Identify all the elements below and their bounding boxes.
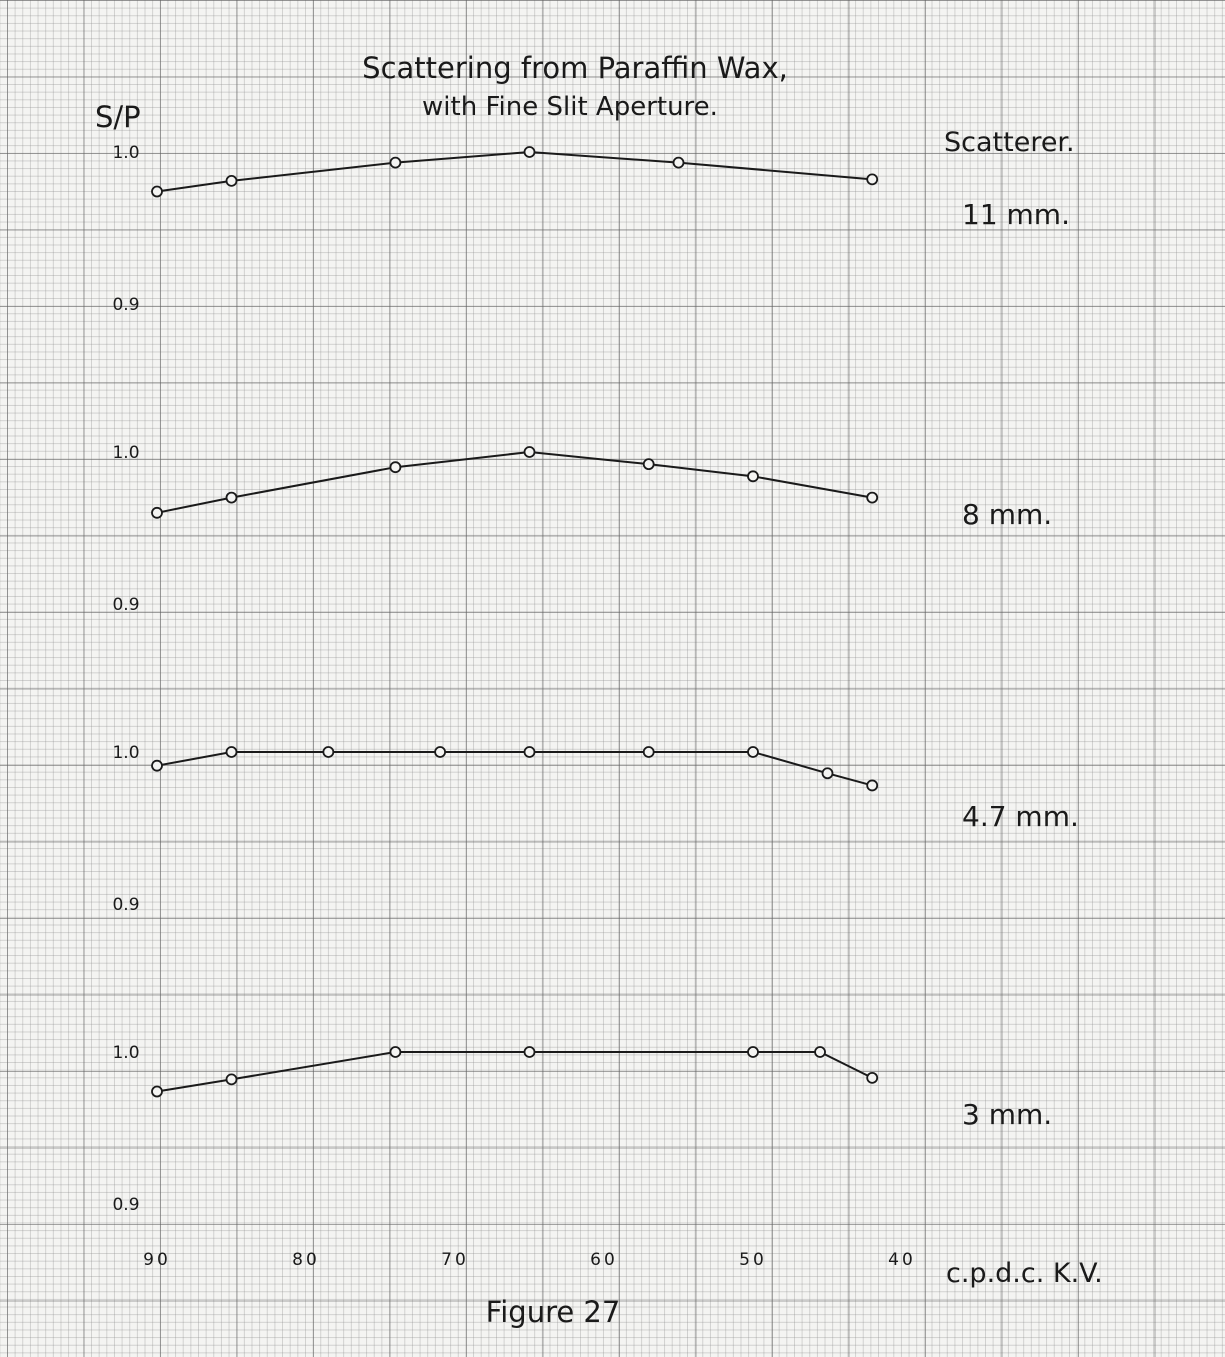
y-tick-label: 0.9	[112, 895, 139, 915]
data-point	[152, 1087, 162, 1097]
data-point	[748, 747, 758, 757]
panel-1: 1.0 0.9 11 mm.	[112, 143, 1070, 315]
data-point	[644, 747, 654, 757]
series-line	[157, 752, 872, 785]
panel-4: 1.0 0.9 3 mm.	[112, 1043, 1052, 1215]
data-point	[525, 1047, 535, 1057]
series-label: 11 mm.	[962, 198, 1070, 231]
x-tick-label: 90	[143, 1250, 171, 1270]
data-point	[867, 780, 877, 790]
data-point	[390, 1047, 400, 1057]
data-point	[525, 447, 535, 457]
chart-subtitle: with Fine Slit Aperture.	[422, 92, 718, 122]
x-axis-label: c.p.d.c. K.V.	[946, 1258, 1103, 1289]
x-tick-label: 40	[888, 1250, 916, 1270]
data-point	[525, 147, 535, 157]
series-line	[157, 1052, 872, 1092]
y-tick-label: 0.9	[112, 295, 139, 315]
data-point	[323, 747, 333, 757]
data-point	[748, 1047, 758, 1057]
data-point	[152, 508, 162, 518]
data-point	[152, 187, 162, 197]
data-point	[867, 1073, 877, 1083]
panel-2: 1.0 0.9 8 mm.	[112, 443, 1052, 615]
data-point	[227, 493, 237, 503]
series-label: 8 mm.	[962, 498, 1052, 531]
data-point	[644, 459, 654, 469]
data-point	[867, 493, 877, 503]
data-point	[227, 747, 237, 757]
x-tick-label: 80	[292, 1250, 320, 1270]
data-point	[525, 747, 535, 757]
legend-title: Scatterer.	[944, 127, 1075, 158]
data-point	[227, 176, 237, 186]
y-tick-label: 1.0	[112, 143, 139, 163]
data-point	[748, 471, 758, 481]
data-point	[152, 761, 162, 771]
y-tick-label: 1.0	[112, 743, 139, 763]
x-axis-ticks: 90 80 70 60 50 40	[143, 1250, 916, 1270]
data-point	[227, 1074, 237, 1084]
chart-panels: 1.0 0.9 11 mm. 1.0 0.9 8 mm. 1.0 0.9 4.7 mm. 1.0 0…	[112, 143, 1078, 1215]
series-label: 3 mm.	[962, 1098, 1052, 1131]
y-tick-label: 0.9	[112, 1195, 139, 1215]
data-point	[390, 462, 400, 472]
y-tick-label: 1.0	[112, 443, 139, 463]
series-line	[157, 152, 872, 192]
data-point	[390, 158, 400, 168]
figure-caption: Figure 27	[486, 1295, 621, 1329]
data-point	[815, 1047, 825, 1057]
series-label: 4.7 mm.	[962, 800, 1079, 833]
data-point	[674, 158, 684, 168]
panel-3: 1.0 0.9 4.7 mm.	[112, 743, 1078, 915]
data-point	[823, 768, 833, 778]
y-tick-label: 0.9	[112, 595, 139, 615]
data-point	[867, 174, 877, 184]
series-line	[157, 452, 872, 513]
x-tick-label: 70	[441, 1250, 469, 1270]
y-tick-label: 1.0	[112, 1043, 139, 1063]
x-tick-label: 50	[739, 1250, 767, 1270]
chart-title: Scattering from Paraffin Wax,	[362, 51, 788, 85]
data-point	[435, 747, 445, 757]
y-axis-label: S/P	[95, 100, 141, 134]
x-tick-label: 60	[590, 1250, 618, 1270]
